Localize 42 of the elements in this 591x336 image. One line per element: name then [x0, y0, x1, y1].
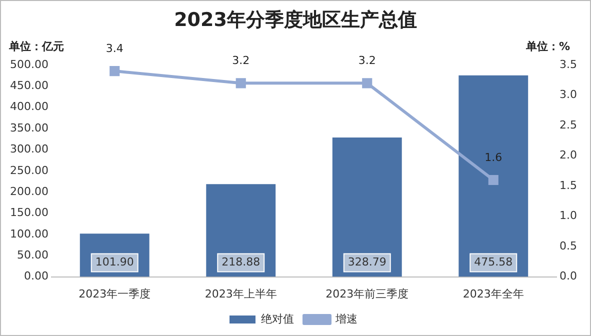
y-tick-label: 300.00 [10, 142, 48, 156]
y2-tick-label: 2.5 [560, 118, 578, 132]
point [236, 78, 246, 88]
y-tick-label: 200.00 [10, 184, 48, 198]
data-label: 3.4 [106, 42, 124, 55]
data-label: 1.6 [484, 150, 502, 164]
y-axis-title: 单位：亿元 [8, 40, 64, 53]
data-label: 328.79 [348, 256, 386, 269]
legend-label: 增速 [334, 312, 358, 326]
y2-tick-label: 1.5 [560, 178, 578, 192]
x-tick-label: 2023年全年 [462, 287, 524, 300]
x-tick-label: 2023年一季度 [78, 287, 151, 300]
y-tick-label: 150.00 [10, 206, 48, 220]
bar [458, 75, 528, 277]
y-tick-label: 500.00 [10, 58, 48, 71]
y2-tick-label: 2.0 [560, 148, 578, 162]
chart-title: 2023年分季度地区生产总值 [174, 8, 417, 31]
point [362, 78, 372, 88]
y2-tick-label: 3.5 [560, 58, 578, 71]
y2-axis-title: 单位：% [524, 40, 570, 53]
y2-tick-label: 3.0 [560, 88, 578, 102]
y-tick-label: 50.00 [16, 248, 48, 262]
data-label: 3.2 [232, 54, 250, 68]
data-label: 218.88 [222, 256, 260, 269]
x-tick-label: 2023年前三季度 [326, 287, 409, 300]
data-label: 475.58 [474, 256, 513, 269]
y-tick-label: 350.00 [10, 121, 48, 134]
y-tick-label: 400.00 [10, 100, 48, 114]
y-tick-label: 450.00 [10, 79, 48, 92]
y2-tick-label: 0.0 [560, 270, 578, 283]
y-tick-label: 100.00 [10, 227, 48, 240]
y2-tick-label: 0.5 [560, 239, 578, 252]
y-tick-label: 250.00 [10, 164, 48, 177]
data-label: 101.90 [95, 256, 134, 269]
legend-label: 绝对值 [261, 312, 294, 326]
bar [332, 138, 402, 277]
data-label: 3.2 [358, 54, 376, 68]
point [488, 174, 498, 186]
y2-tick-label: 1.0 [560, 209, 578, 222]
x-tick-label: 2023年上半年 [204, 287, 277, 300]
point [110, 66, 120, 76]
y-tick-label: 0.00 [24, 270, 48, 283]
